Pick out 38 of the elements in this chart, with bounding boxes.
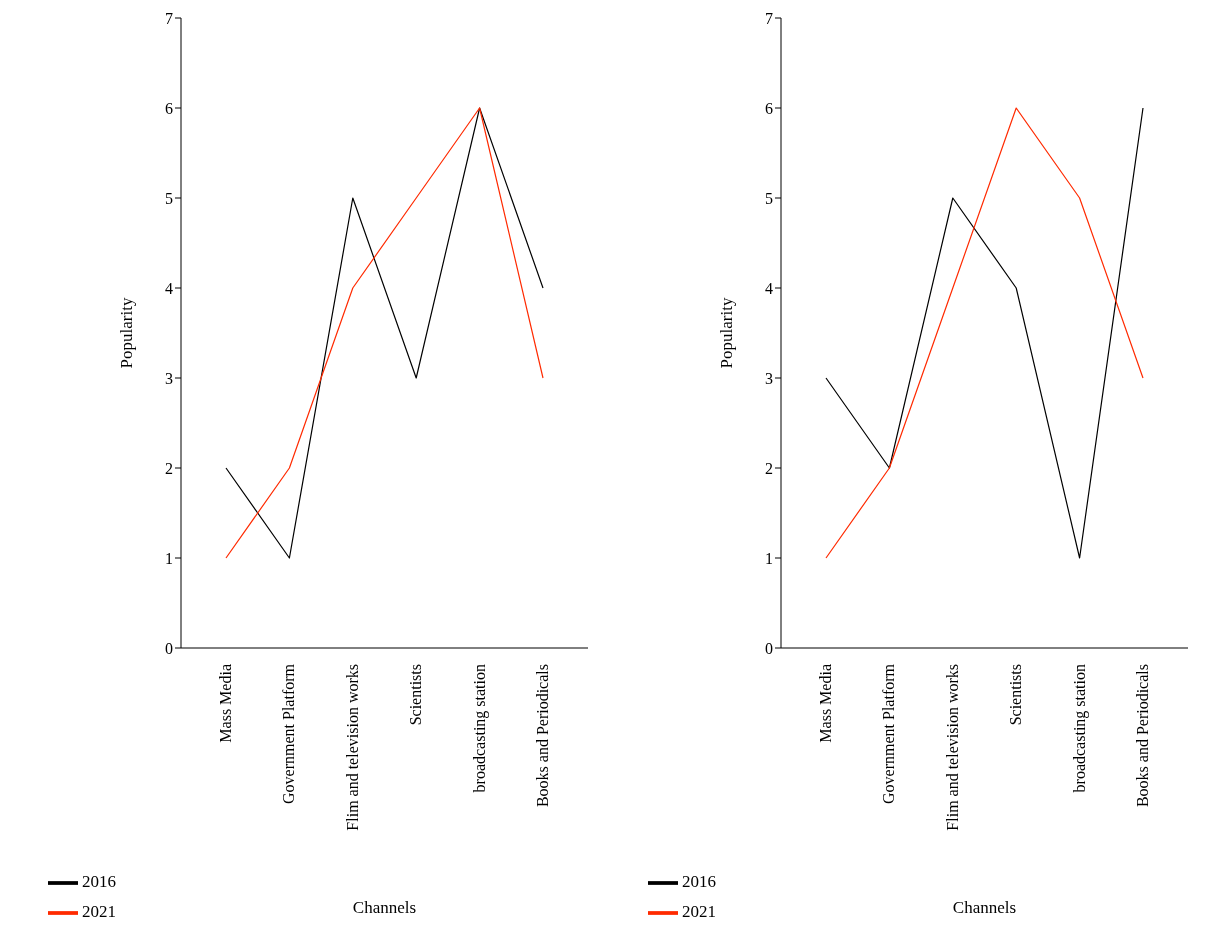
y-tick-label: 2 (165, 459, 173, 477)
x-tick-label: Books and Periodicals (1134, 664, 1151, 808)
y-tick-label: 6 (765, 99, 773, 117)
legend-label: 2021 (682, 901, 716, 921)
x-tick-label: broadcasting station (470, 664, 489, 793)
x-tick-label: Books and Periodicals (534, 664, 551, 808)
x-axis-title: Channels (952, 898, 1017, 917)
y-tick-label: 7 (765, 9, 773, 27)
x-tick-label: Flim and television works (343, 664, 361, 831)
legend-label: 2021 (82, 901, 116, 921)
line-series (225, 107, 544, 559)
y-tick-label: 4 (765, 279, 773, 297)
x-tick-label: Mass Media (817, 664, 834, 743)
x-tick-label: Scientists (1007, 664, 1025, 726)
y-tick-label: 1 (165, 549, 173, 567)
x-tick-label: broadcasting station (1070, 664, 1089, 793)
x-tick-label: Government Platform (280, 663, 298, 804)
line-series (825, 107, 1144, 559)
y-tick-label: 5 (765, 189, 773, 207)
x-axis-title: Channels (352, 898, 417, 917)
legend-label: 2016 (82, 871, 116, 891)
x-tick-label: Flim and television works (943, 664, 961, 831)
y-tick-label: 6 (165, 99, 173, 117)
y-axis-title: Popularity (717, 297, 737, 369)
y-tick-label: 2 (765, 459, 773, 477)
y-tick-label: 4 (165, 279, 173, 297)
x-tick-label: Government Platform (880, 663, 898, 804)
x-tick-label: Mass Media (217, 664, 234, 743)
y-tick-label: 7 (165, 9, 173, 27)
legend-label: 2016 (682, 871, 716, 891)
y-tick-label: 0 (165, 639, 173, 657)
y-axis-title: Popularity (117, 297, 137, 369)
y-tick-label: 3 (165, 369, 173, 387)
y-tick-label: 1 (765, 549, 773, 567)
x-tick-label: Scientists (407, 664, 425, 726)
y-tick-label: 3 (765, 369, 773, 387)
y-tick-label: 0 (765, 639, 773, 657)
y-tick-label: 5 (165, 189, 173, 207)
